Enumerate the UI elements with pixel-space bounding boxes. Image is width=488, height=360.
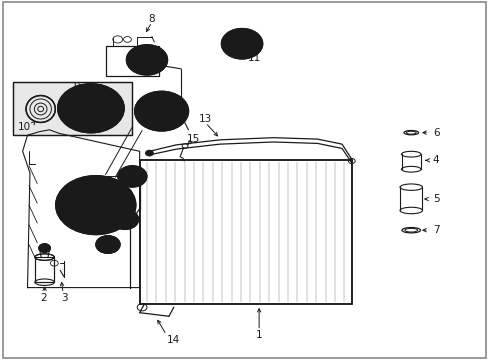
- Text: 3: 3: [61, 293, 67, 303]
- Ellipse shape: [26, 95, 55, 122]
- Circle shape: [56, 176, 136, 234]
- Text: 9: 9: [73, 82, 80, 93]
- Circle shape: [118, 166, 147, 187]
- Circle shape: [135, 91, 188, 131]
- Circle shape: [111, 210, 139, 229]
- Text: 14: 14: [167, 334, 180, 345]
- Text: 11: 11: [247, 53, 260, 63]
- Text: 13: 13: [199, 114, 212, 124]
- Circle shape: [58, 84, 124, 133]
- Bar: [13, 82, 132, 135]
- Text: 2: 2: [40, 293, 47, 303]
- Bar: [35, 257, 54, 282]
- Ellipse shape: [35, 254, 54, 260]
- Text: 1: 1: [255, 330, 262, 340]
- Circle shape: [96, 235, 120, 253]
- Bar: [13, 82, 132, 135]
- Polygon shape: [22, 130, 140, 288]
- Text: 10: 10: [18, 122, 31, 132]
- Text: 15: 15: [186, 135, 200, 144]
- Bar: [35, 257, 54, 282]
- Bar: [140, 160, 351, 304]
- Text: 6: 6: [432, 128, 439, 138]
- Text: 12: 12: [171, 97, 184, 107]
- Text: 4: 4: [432, 155, 439, 165]
- Bar: [105, 45, 159, 76]
- Circle shape: [145, 150, 153, 156]
- Circle shape: [221, 29, 262, 59]
- Circle shape: [39, 244, 50, 252]
- Text: 7: 7: [432, 225, 439, 235]
- Text: 5: 5: [432, 194, 439, 204]
- Bar: [140, 160, 351, 304]
- Circle shape: [126, 45, 167, 75]
- Text: 8: 8: [148, 14, 155, 24]
